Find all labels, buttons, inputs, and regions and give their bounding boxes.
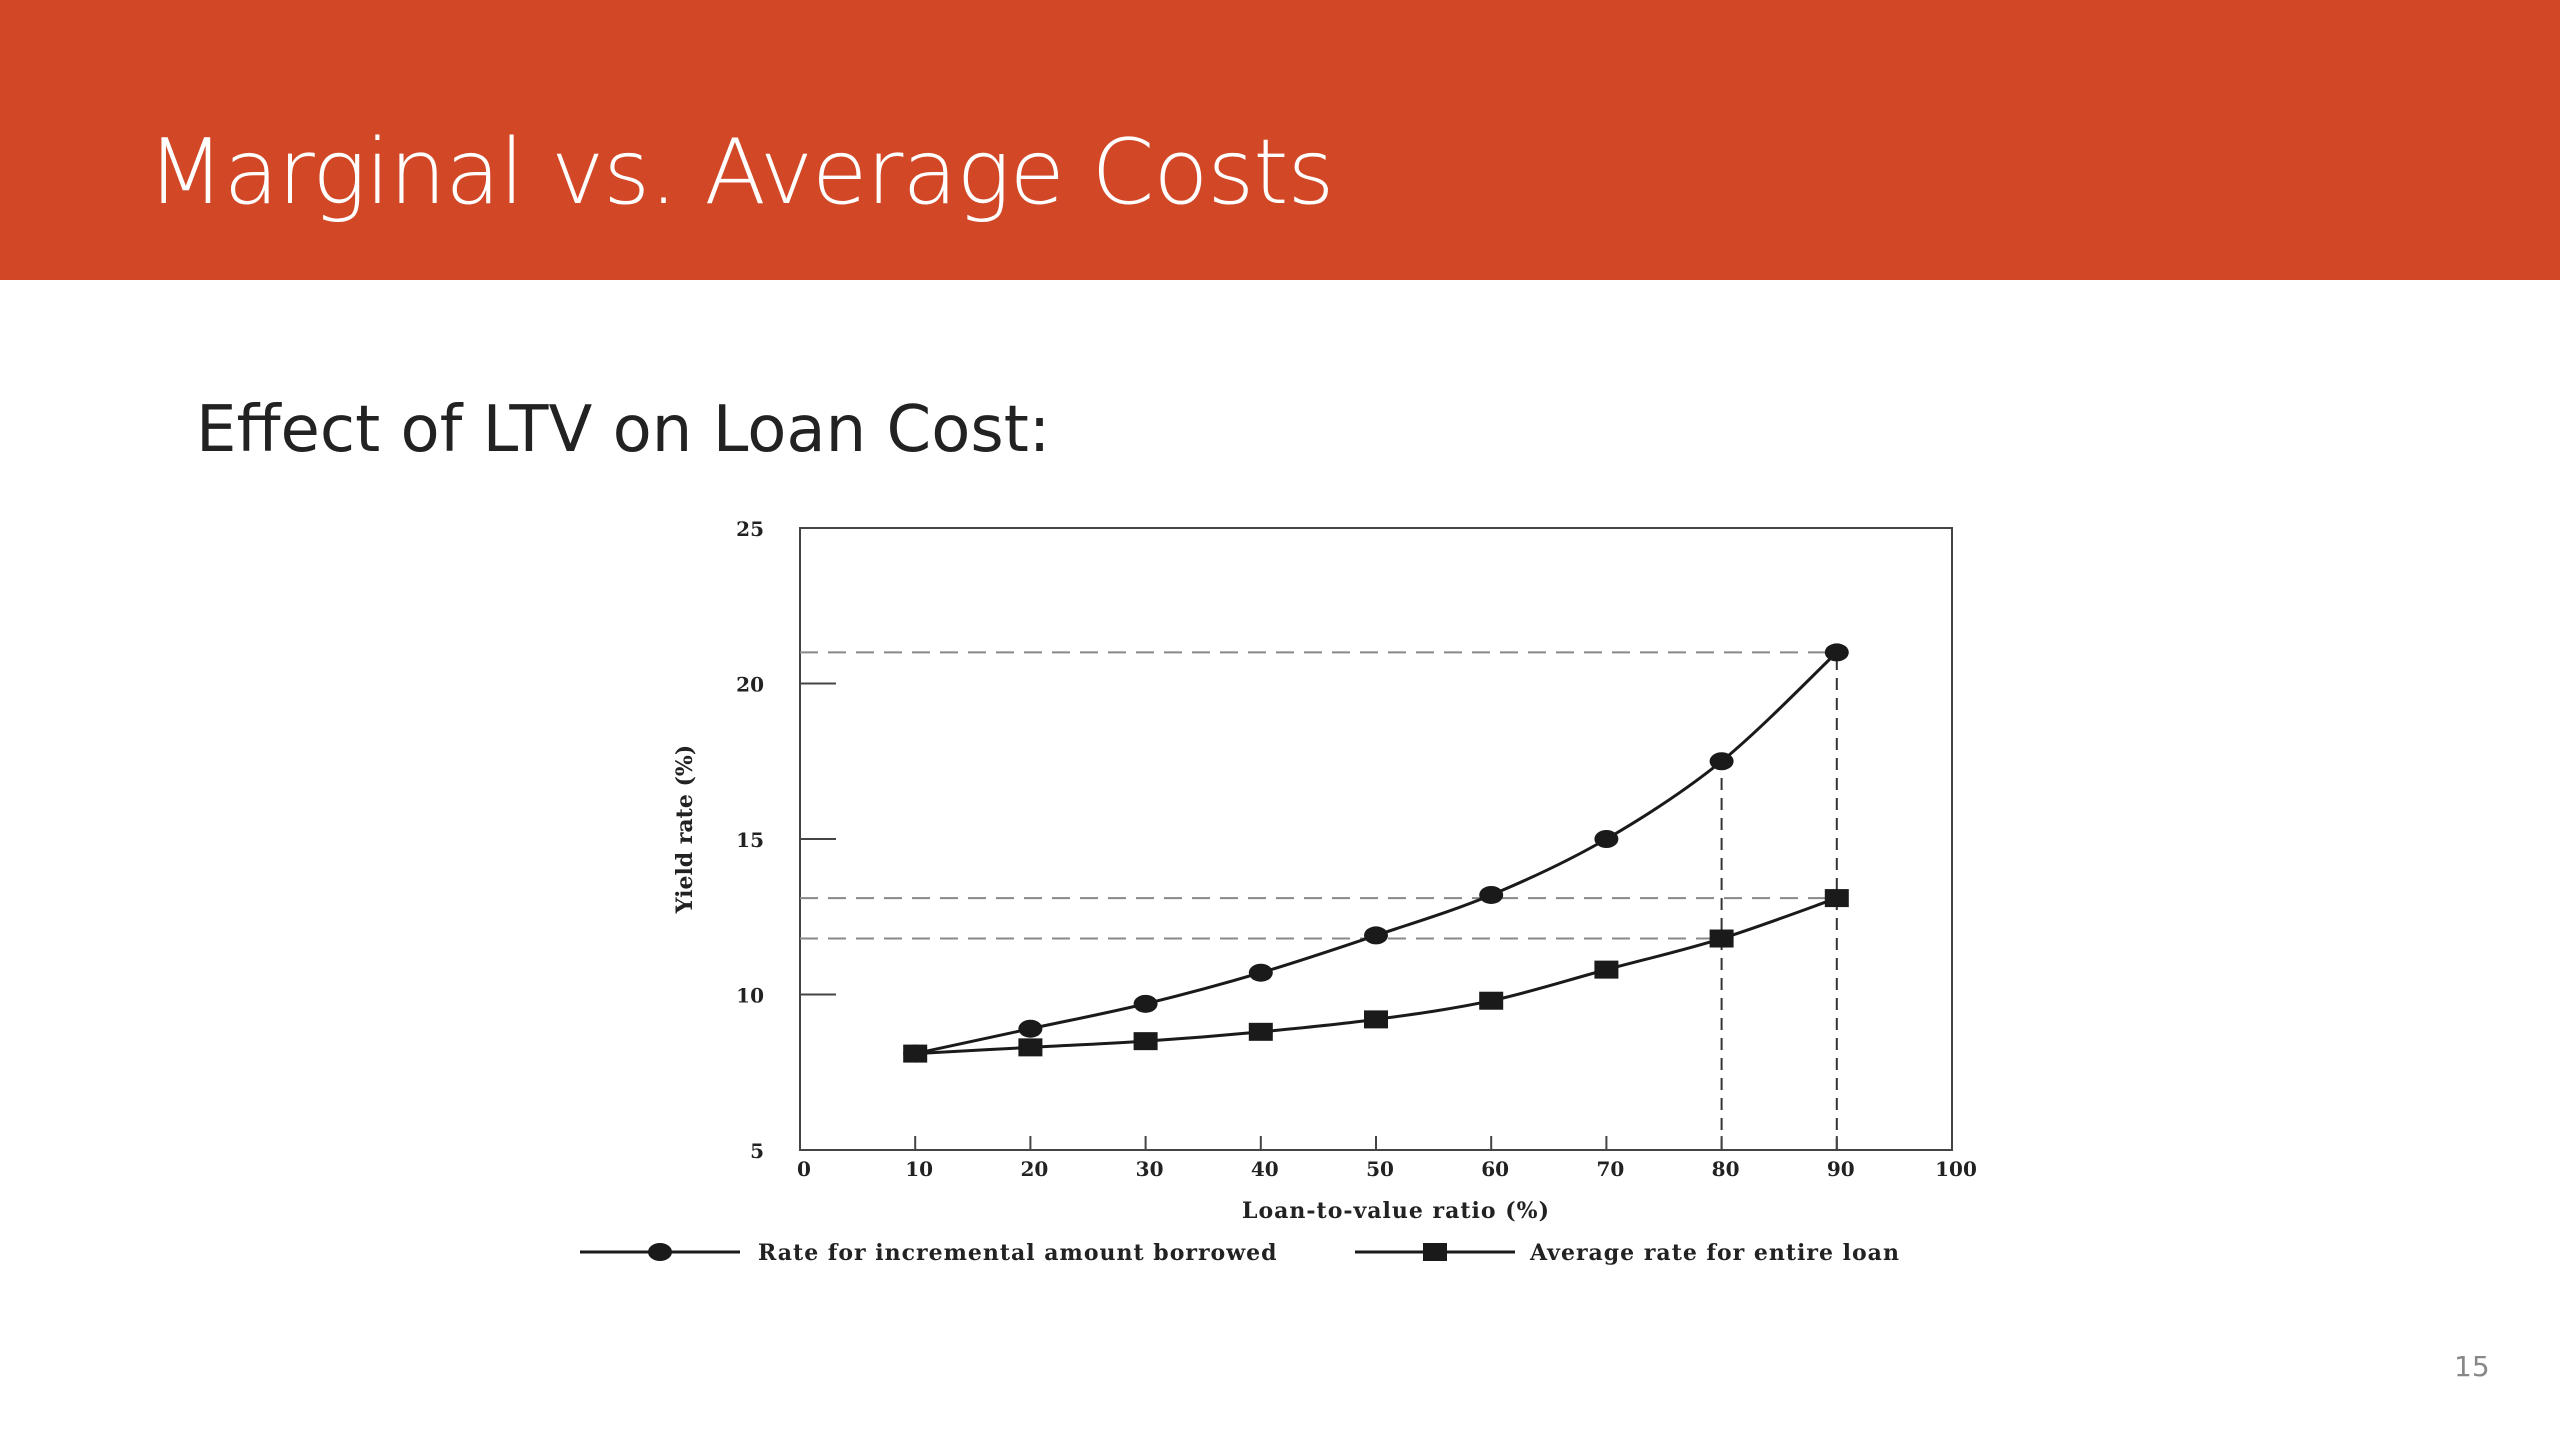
x-axis-label: Loan-to-value ratio (%) <box>1242 1198 1550 1224</box>
series-1-point-80 <box>1709 929 1734 948</box>
x-tick-label-60: 60 <box>1481 1157 1509 1181</box>
x-tick-label-80: 80 <box>1712 1157 1740 1181</box>
series-line-0 <box>914 651 1838 1056</box>
slide-title: Marginal vs. Average Costs <box>147 120 1334 225</box>
page-number: 15 <box>2454 1350 2490 1383</box>
legend-label-0: Rate for incremental amount borrowed <box>758 1240 1278 1266</box>
series-1-point-70 <box>1594 960 1619 979</box>
series-0-point-30 <box>1133 994 1158 1013</box>
y-tick-label-25: 25 <box>736 517 764 541</box>
x-tick-label-40: 40 <box>1251 1157 1279 1181</box>
y-tick-label-15: 15 <box>736 828 764 852</box>
x-tick-label-20: 20 <box>1020 1157 1048 1181</box>
series-1-point-90 <box>1824 889 1849 908</box>
series-0-point-60 <box>1479 885 1504 904</box>
series-0-point-90 <box>1824 643 1849 662</box>
series-0-point-50 <box>1364 926 1388 945</box>
series-1-point-10 <box>903 1044 928 1063</box>
x-tick-label-0: 0 <box>797 1157 811 1181</box>
x-tick-label-50: 50 <box>1366 1157 1394 1181</box>
legend-marker-1 <box>1423 1243 1447 1261</box>
y-axis-label: Yield rate (%) <box>672 745 698 914</box>
title-banner: Marginal vs. Average Costs <box>0 0 2560 280</box>
series-0-point-40 <box>1248 963 1273 982</box>
x-tick-label-90: 90 <box>1827 1157 1855 1181</box>
series-0-point-20 <box>1018 1019 1043 1038</box>
legend-label-1: Average rate for entire loan <box>1529 1240 1900 1266</box>
series-1-point-30 <box>1133 1032 1158 1051</box>
series-1-point-20 <box>1018 1038 1043 1057</box>
series-1-point-50 <box>1364 1010 1388 1029</box>
x-tick-label-30: 30 <box>1136 1157 1164 1181</box>
series-1-point-60 <box>1479 991 1504 1010</box>
y-tick-label-10: 10 <box>736 984 764 1008</box>
series-0-point-80 <box>1709 752 1734 771</box>
legend-marker-0 <box>648 1243 672 1261</box>
x-tick-label-10: 10 <box>905 1157 933 1181</box>
x-tick-label-70: 70 <box>1596 1157 1624 1181</box>
slide-subtitle: Effect of LTV on Loan Cost: <box>196 393 1051 467</box>
series-0-point-70 <box>1594 830 1619 848</box>
y-tick-label-5: 5 <box>750 1139 764 1163</box>
series-line-1 <box>915 896 1838 1056</box>
plot-frame <box>799 527 1953 1151</box>
y-tick-label-20: 20 <box>736 673 764 697</box>
series-1-point-40 <box>1248 1022 1273 1041</box>
x-tick-label-100: 100 <box>1935 1157 1977 1181</box>
